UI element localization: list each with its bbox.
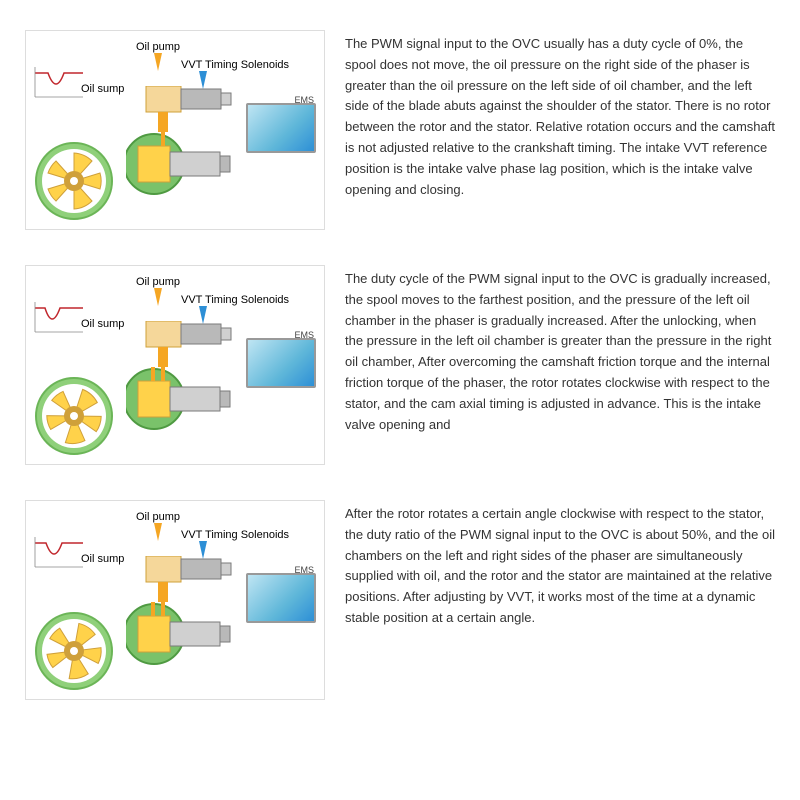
oil-pump-arrow-icon [154, 288, 162, 306]
phaser-rotor-icon [34, 611, 114, 691]
solenoid-assembly-icon [126, 321, 236, 441]
vvt-state-row: Oil pump VVT Timing Solenoids Oil sump E… [25, 500, 775, 700]
vvt-solenoid-label: VVT Timing Solenoids [181, 294, 289, 306]
valve-lift-curve-icon [34, 535, 84, 569]
oil-sump-label: Oil sump [81, 553, 124, 565]
oil-pump-label: Oil pump [136, 276, 180, 288]
phaser-rotor-icon [34, 376, 114, 456]
ems-screen-icon [246, 103, 316, 153]
oil-pump-arrow-icon [154, 53, 162, 71]
oil-pump-label: Oil pump [136, 511, 180, 523]
oil-sump-label: Oil sump [81, 318, 124, 330]
oil-pump-arrow-icon [154, 523, 162, 541]
oil-pump-label: Oil pump [136, 41, 180, 53]
valve-lift-curve-icon [34, 300, 84, 334]
vvt-state-row: Oil pump VVT Timing Solenoids Oil sump E… [25, 30, 775, 230]
ems-screen-icon [246, 573, 316, 623]
valve-lift-curve-icon [34, 65, 84, 99]
phaser-rotor-icon [34, 141, 114, 221]
vvt-diagram-3: Oil pump VVT Timing Solenoids Oil sump E… [25, 500, 325, 700]
oil-sump-label: Oil sump [81, 83, 124, 95]
vvt-state-row: Oil pump VVT Timing Solenoids Oil sump E… [25, 265, 775, 465]
solenoid-assembly-icon [126, 556, 236, 676]
vvt-description-3: After the rotor rotates a certain angle … [345, 500, 775, 629]
vvt-description-2: The duty cycle of the PWM signal input t… [345, 265, 775, 435]
vvt-description-1: The PWM signal input to the OVC usually … [345, 30, 775, 200]
vvt-diagram-1: Oil pump VVT Timing Solenoids Oil sump E… [25, 30, 325, 230]
vvt-solenoid-label: VVT Timing Solenoids [181, 529, 289, 541]
solenoid-assembly-icon [126, 86, 236, 206]
ems-screen-icon [246, 338, 316, 388]
vvt-solenoid-label: VVT Timing Solenoids [181, 59, 289, 71]
vvt-diagram-2: Oil pump VVT Timing Solenoids Oil sump E… [25, 265, 325, 465]
